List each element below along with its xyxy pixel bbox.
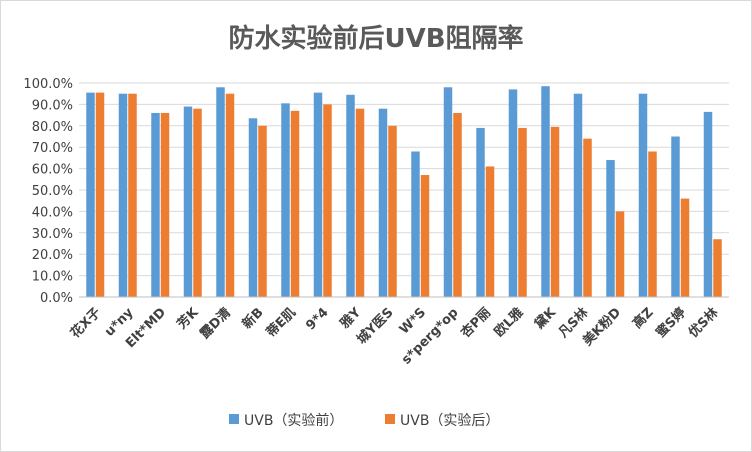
bar-after (485, 166, 495, 297)
bar-after (713, 239, 722, 297)
bar-after (128, 93, 137, 297)
bar-after (583, 138, 592, 297)
legend-swatch (385, 414, 395, 424)
x-category-label: 芳K (174, 304, 202, 332)
bar-before (638, 93, 648, 297)
bar-before (151, 112, 160, 298)
bar-before (183, 106, 193, 297)
bar-after (388, 125, 397, 297)
bar-after (550, 126, 560, 298)
y-tick-label: 10.0% (32, 270, 73, 285)
x-category-label: 黛K (531, 304, 560, 333)
x-category-label: 杏P丽 (458, 305, 494, 341)
x-category-label: 露D清 (197, 305, 234, 342)
bar-before (443, 87, 453, 297)
y-tick-label: 20.0% (32, 248, 73, 263)
y-tick-label: 30.0% (32, 227, 73, 242)
bar-before (541, 86, 550, 298)
x-category-label: 雅Y (337, 304, 365, 332)
bar-after (95, 92, 105, 297)
x-category-label: 优S林 (685, 305, 721, 341)
chart-title: 防水实验前后UVB阻隔率 (228, 23, 523, 54)
bar-after (193, 108, 202, 298)
bar-before (703, 111, 713, 297)
bar-before (671, 136, 680, 297)
bar-after (160, 112, 170, 298)
bar-before (281, 103, 290, 297)
bar-before (118, 93, 128, 297)
bar-before (216, 87, 225, 297)
y-tick-label: 70.0% (32, 141, 73, 156)
bar-before (313, 92, 323, 297)
bar-after (355, 108, 365, 298)
bar-after (290, 110, 300, 297)
bar-before (346, 94, 355, 298)
x-category-label: 欧L雅 (491, 305, 527, 341)
bar-before (86, 92, 95, 297)
bar-after (225, 93, 235, 297)
bar-after (258, 125, 267, 297)
bar-after (615, 211, 625, 297)
bar-after (518, 127, 527, 297)
bar-before (378, 108, 388, 298)
bar-before (411, 151, 420, 297)
x-category-label: 蒂E肌 (263, 305, 299, 341)
x-category-label: 蜜S婷 (653, 305, 689, 341)
bar-before (248, 118, 258, 297)
legend-label: UVB（实验后） (400, 413, 499, 429)
bar-after (323, 104, 332, 298)
x-category-label: 城Y医S (354, 305, 397, 348)
bar-after (680, 198, 690, 297)
bar-before (476, 127, 485, 297)
gridlines (79, 82, 729, 277)
y-tick-label: 80.0% (32, 120, 73, 135)
legend-label: UVB（实验前） (244, 412, 343, 429)
bar-before (508, 89, 518, 297)
x-category-label: 9*4 (303, 305, 331, 333)
y-tick-label: 100.0% (23, 77, 73, 92)
bars (86, 86, 722, 298)
y-tick-label: 0.0% (40, 291, 73, 306)
legend-swatch (229, 414, 239, 424)
x-category-label: 花X子 (67, 305, 104, 342)
y-axis-ticks: 0.0% 10.0% 20.0% 30.0% 40.0% 50.0% 60.0% 70.0% 8… (23, 77, 73, 306)
bar-after (453, 112, 462, 298)
bar-before (606, 160, 615, 297)
legend: UVB（实验前） UVB（实验后） (229, 412, 499, 429)
bar-before (573, 93, 583, 297)
y-tick-label: 90.0% (32, 98, 73, 113)
y-tick-label: 40.0% (32, 205, 73, 220)
y-tick-label: 60.0% (32, 163, 73, 178)
bar-after (420, 175, 430, 297)
x-category-label: 高Z (629, 305, 656, 332)
bar-after (648, 151, 657, 297)
x-category-label: 新B (239, 305, 267, 333)
y-tick-label: 50.0% (32, 184, 73, 199)
